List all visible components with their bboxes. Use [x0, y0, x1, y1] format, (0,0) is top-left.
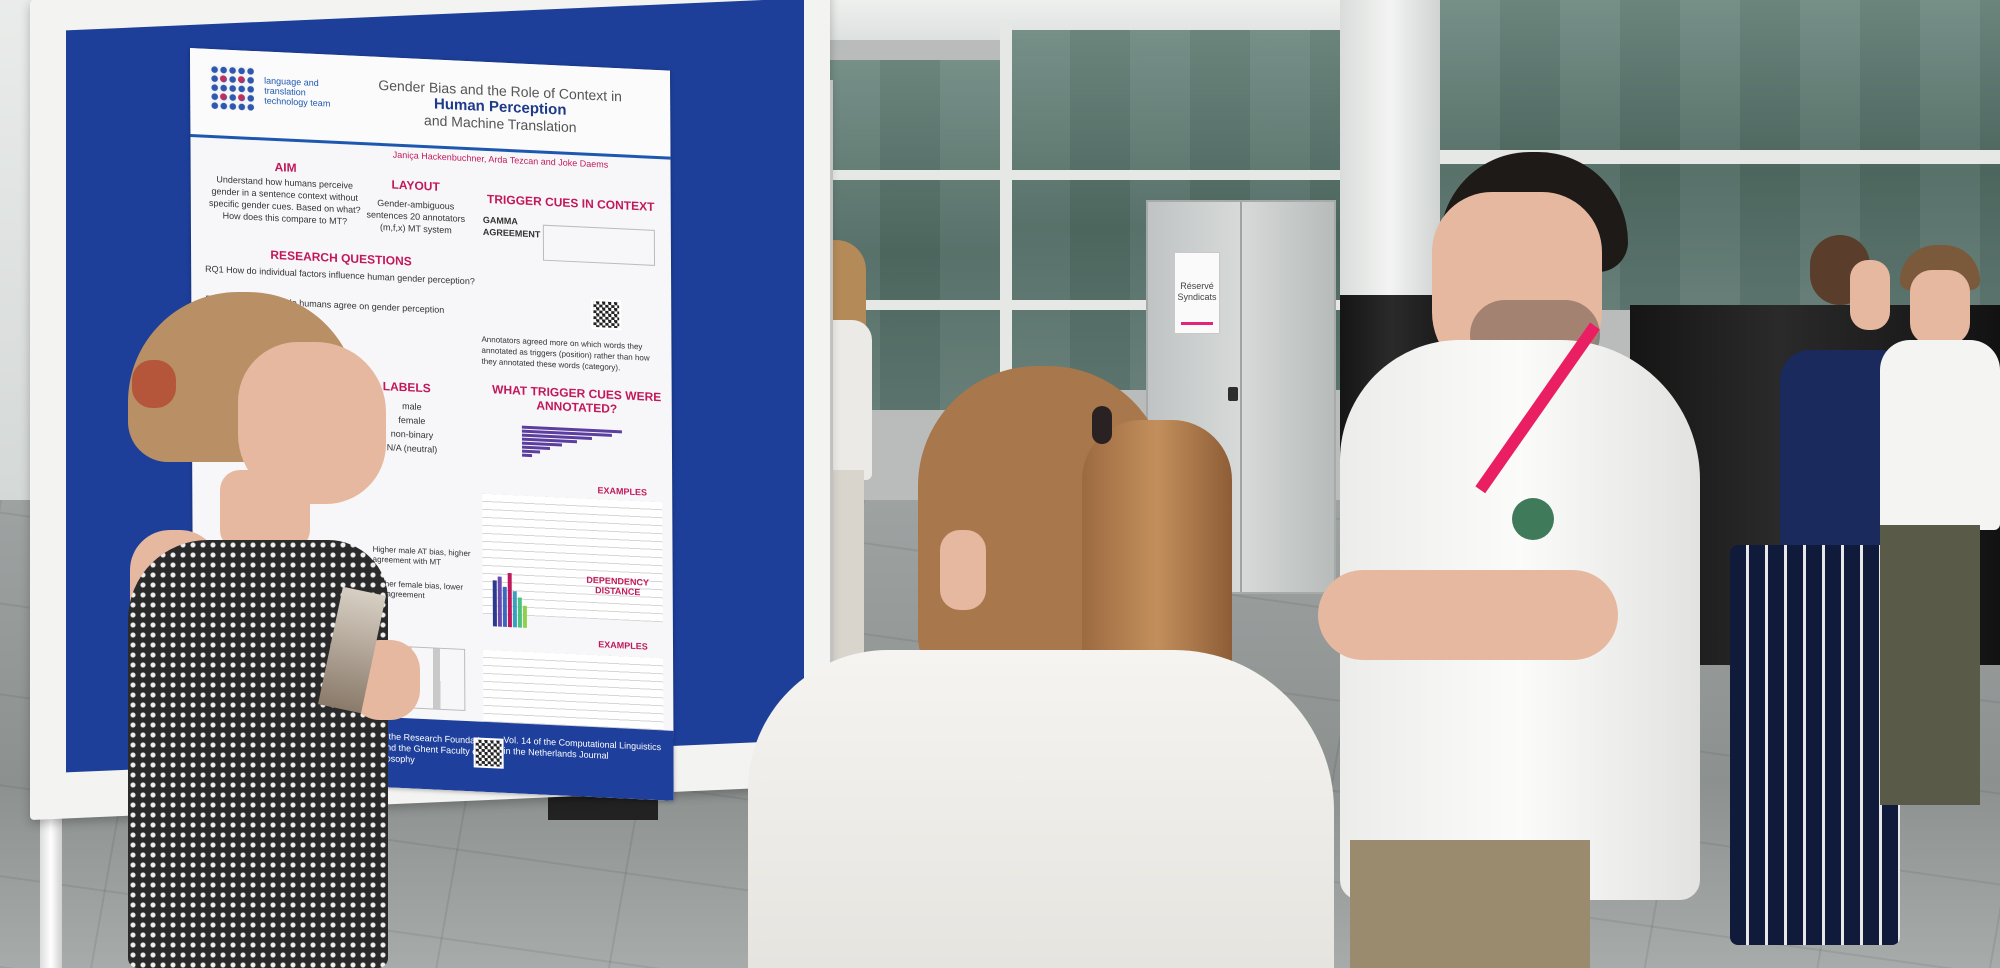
- section-dependency: DEPENDENCY DISTANCE: [586, 574, 649, 598]
- grey-locker: Réservé Syndicats: [1146, 200, 1336, 594]
- pos-bar-chart: [521, 425, 632, 463]
- locker-lock: [1228, 387, 1238, 401]
- ear: [940, 530, 986, 610]
- lt3-logo-icon: [210, 64, 255, 112]
- window-mullion: [820, 300, 1340, 310]
- locker-sign-text: Réservé Syndicats: [1177, 281, 1217, 302]
- pants: [1880, 525, 1980, 805]
- journal-text: Vol. 14 of the Computational Linguistics…: [503, 734, 662, 761]
- layout-text: Gender-ambiguous sentences 20 annotators…: [366, 197, 466, 236]
- logo-text: language and translation technology team: [264, 75, 331, 109]
- shirt: [1880, 340, 2000, 530]
- locker-sign: Réservé Syndicats: [1174, 252, 1220, 334]
- hair-tie: [1092, 406, 1112, 444]
- footer-qr-code-icon: [473, 737, 504, 769]
- annotators-text: Annotators agreed more on which words th…: [481, 334, 650, 373]
- aim-text: Understand how humans perceive gender in…: [208, 174, 361, 227]
- face: [1850, 260, 1890, 330]
- higher-male-text: Higher male AT bias, higher agreement wi…: [372, 544, 471, 567]
- window-mullion: [1440, 150, 2000, 164]
- khaki-pants: [1350, 840, 1590, 968]
- qr-code-icon: [591, 298, 622, 331]
- section-examples-2: EXAMPLES: [598, 639, 648, 652]
- neck: [220, 470, 310, 550]
- dependency-bar-chart: [492, 570, 527, 628]
- section-examples: EXAMPLES: [597, 485, 647, 498]
- locker-sign-stripe: [1181, 322, 1213, 325]
- window-mullion: [1000, 20, 1012, 410]
- section-layout: LAYOUT: [391, 177, 440, 194]
- section-what-trigger: WHAT TRIGGER CUES WERE ANNOTATED?: [492, 382, 662, 417]
- gamma-agreement: GAMMA AGREEMENT: [482, 214, 541, 240]
- poster-title: Gender Bias and the Role of Context in H…: [340, 75, 660, 139]
- white-shirt: [748, 650, 1334, 968]
- hair-clip-icon: [132, 360, 176, 408]
- window-mullion: [820, 170, 1340, 180]
- pants: [1730, 545, 1900, 945]
- gamma-table: [542, 224, 656, 266]
- crossed-arms: [1318, 570, 1618, 660]
- logo-badge-icon: [1512, 498, 1554, 540]
- section-trigger-cues: TRIGGER CUES IN CONTEXT: [487, 192, 655, 214]
- face: [1910, 270, 1970, 345]
